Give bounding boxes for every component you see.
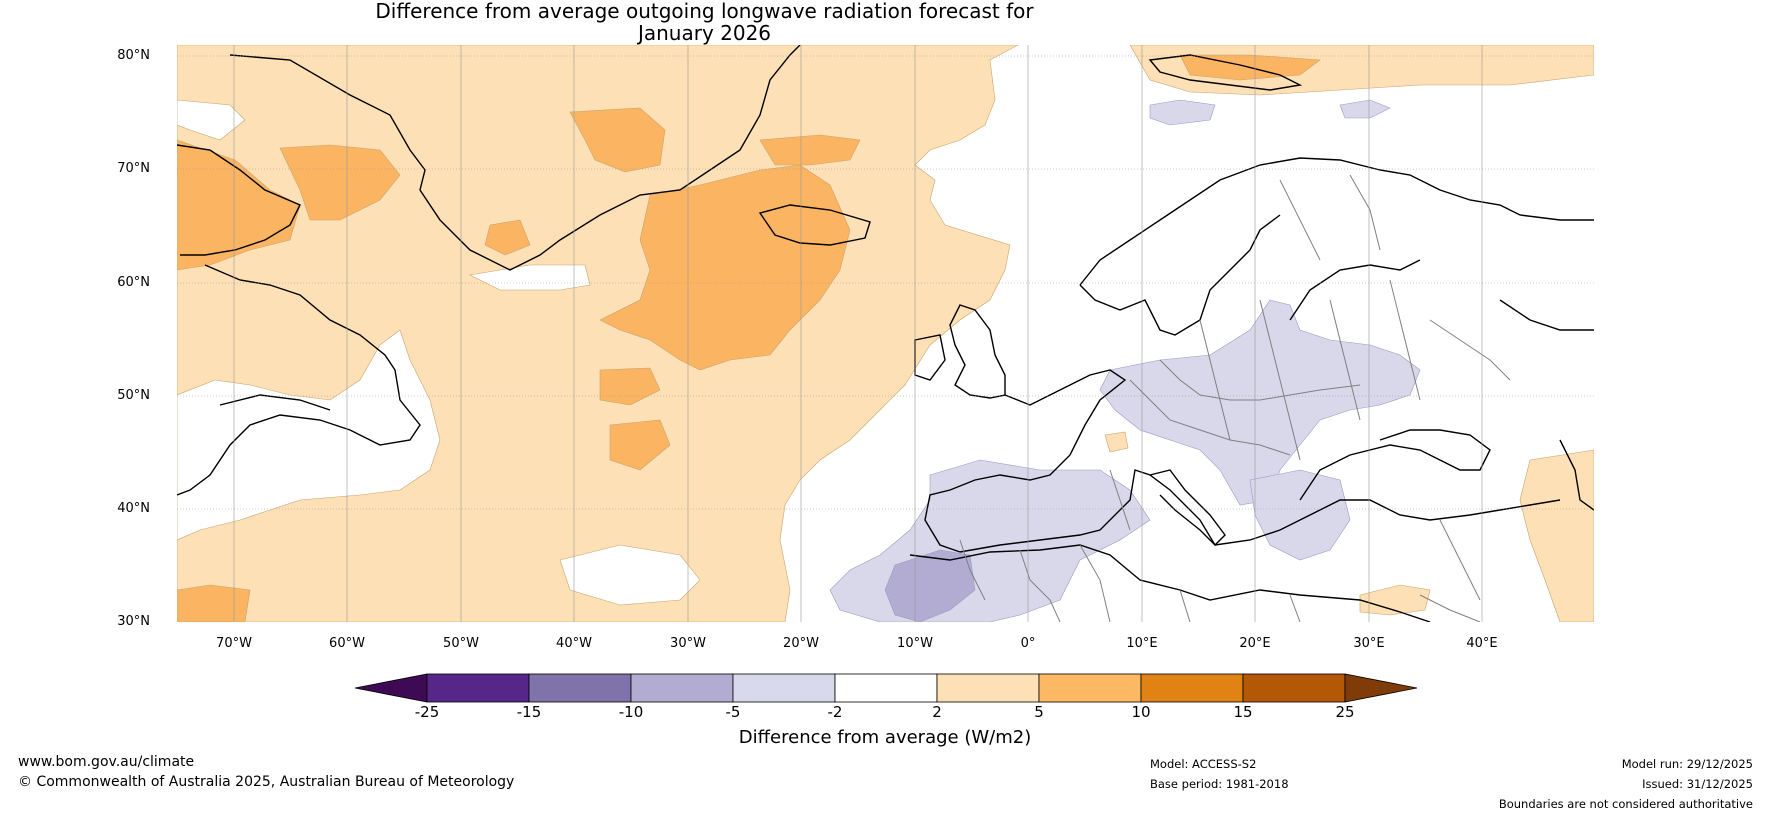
colorbar-extension-max <box>1344 673 1418 703</box>
lon-label-20e: 20°E <box>1239 636 1271 651</box>
lat-label-80n: 80°N <box>117 48 150 63</box>
site-url: www.bom.gov.au/climate <box>18 754 195 770</box>
colorbar-tick: -10 <box>618 703 644 721</box>
colorbar-extension-min <box>354 673 428 703</box>
colorbar-tick: 5 <box>1034 703 1044 721</box>
neutral-region-davis <box>177 99 246 141</box>
lon-label-40e: 40°E <box>1466 636 1498 651</box>
strong-positive-iceland <box>759 134 861 166</box>
strong-positive-baffin-2 <box>279 144 401 221</box>
strong-positive-central-atlantic <box>599 164 851 371</box>
strong-negative-morocco <box>884 549 976 622</box>
colorbar-segment <box>528 673 632 703</box>
colorbar-title: Difference from average (W/m2) <box>738 727 1032 748</box>
title-line-1: Difference from average outgoing longwav… <box>375 0 1034 23</box>
disclaimer: Boundaries are not considered authoritat… <box>1498 797 1753 811</box>
lon-label-0: 0° <box>1020 636 1036 651</box>
lon-label-60w: 60°W <box>329 636 365 651</box>
base-period: Base period: 1981-2018 <box>1150 777 1289 791</box>
strong-positive-patch-2 <box>609 419 671 471</box>
colorbar-tick: -15 <box>516 703 542 721</box>
negative-anomaly-aegean <box>1249 469 1351 561</box>
strong-positive-greenland-sea <box>569 107 666 173</box>
lat-label-30n: 30°N <box>117 614 150 629</box>
lon-label-30w: 30°W <box>670 636 706 651</box>
colorbar-segment <box>732 673 836 703</box>
lon-label-70w: 70°W <box>216 636 252 651</box>
issued-date: Issued: 31/12/2025 <box>1642 777 1753 791</box>
negative-anomaly-arctic-2 <box>1339 99 1391 119</box>
lon-label-50w: 50°W <box>443 636 479 651</box>
model-label: Model: ACCESS-S2 <box>1150 757 1257 771</box>
anomaly-map <box>177 45 1594 622</box>
country-borders <box>959 174 1511 622</box>
lat-label-70n: 70°N <box>117 161 150 176</box>
negative-anomaly-europe <box>1099 299 1421 506</box>
positive-anomaly-iberia-patch <box>1104 431 1129 453</box>
colorbar-tick: 10 <box>1131 703 1151 721</box>
lon-label-10w: 10°W <box>897 636 933 651</box>
neutral-region-labrador <box>177 329 441 541</box>
title-line-2: January 2026 <box>637 21 772 45</box>
lon-label-40w: 40°W <box>556 636 592 651</box>
lon-label-20w: 20°W <box>783 636 819 651</box>
neutral-region-greenland-south <box>469 264 591 291</box>
lat-label-40n: 40°N <box>117 501 150 516</box>
colorbar-tick: -25 <box>414 703 440 721</box>
lon-label-10e: 10°E <box>1126 636 1158 651</box>
colorbar-segment <box>630 673 734 703</box>
map-title: Difference from average outgoing longwav… <box>0 0 1409 44</box>
neutral-region-atlantic-south <box>559 544 701 606</box>
colorbar-segment <box>426 673 530 703</box>
gridlines <box>177 45 1594 622</box>
colorbar-tick: 2 <box>932 703 942 721</box>
colorbar-segment <box>1242 673 1346 703</box>
copyright: © Commonwealth of Australia 2025, Austra… <box>18 774 515 790</box>
colorbar-segment <box>1140 673 1244 703</box>
colorbar-tick: -5 <box>725 703 741 721</box>
colorbar-segment <box>1038 673 1142 703</box>
lat-label-60n: 60°N <box>117 275 150 290</box>
negative-anomaly-arctic-1 <box>1149 99 1216 126</box>
lon-label-30e: 30°E <box>1353 636 1385 651</box>
colorbar-tick: 25 <box>1335 703 1355 721</box>
colorbar-tick: -2 <box>827 703 843 721</box>
colorbar-segment <box>834 673 938 703</box>
model-run: Model run: 29/12/2025 <box>1621 757 1753 771</box>
colorbar-tick: 15 <box>1233 703 1253 721</box>
colorbar-segment <box>936 673 1040 703</box>
positive-anomaly-levant <box>1359 584 1431 616</box>
coastlines <box>177 45 1594 622</box>
strong-positive-patch-3 <box>484 219 531 256</box>
strong-positive-patch-4 <box>177 584 251 622</box>
lat-label-50n: 50°N <box>117 388 150 403</box>
